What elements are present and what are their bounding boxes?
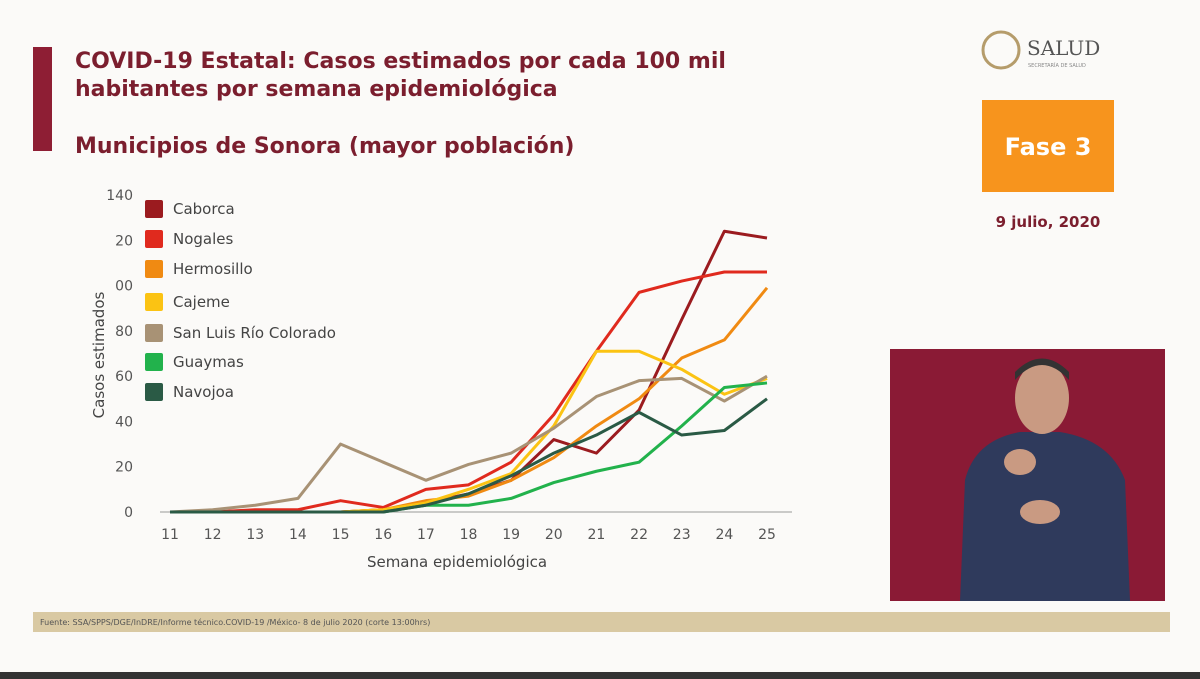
person-head [1015, 362, 1069, 434]
x-tick-label: 12 [204, 527, 222, 543]
accent-bar [33, 47, 52, 151]
x-tick-label: 18 [460, 527, 478, 543]
footer-bar [33, 612, 1170, 632]
x-tick-label: 24 [715, 527, 733, 543]
footer-source: Fuente: SSA/SPPS/DGE/InDRE/Informe técni… [40, 617, 430, 627]
person-hand [1020, 500, 1060, 524]
legend-label: Hermosillo [173, 260, 253, 278]
legend-swatch [145, 293, 163, 311]
series-line [170, 270, 767, 514]
title-line: COVID-19 Estatal: Casos estimados por ca… [75, 49, 726, 74]
legend-swatch [145, 353, 163, 371]
legend-swatch [145, 383, 163, 401]
legend-swatch [145, 200, 163, 218]
series-line [169, 374, 768, 514]
chart-title: Municipios de Sonora (mayor población) [75, 134, 574, 159]
legend-label: Guaymas [173, 353, 244, 371]
x-tick-label: 17 [417, 527, 435, 543]
x-tick-label: 25 [758, 527, 776, 543]
logo: SALUD [1027, 36, 1100, 60]
legend-swatch [145, 260, 163, 278]
legend-label: Navojoa [173, 383, 234, 401]
y-tick-label: 20 [115, 233, 133, 249]
x-tick-label: 23 [673, 527, 691, 543]
legend-swatch [145, 324, 163, 342]
date: 9 julio, 2020 [996, 213, 1101, 231]
legend-label: Nogales [173, 230, 234, 248]
legend-label: San Luis Río Colorado [173, 324, 336, 342]
y-tick-label: 0 [124, 505, 133, 521]
y-tick-label: 60 [115, 369, 133, 385]
series-line [170, 397, 768, 514]
phase-badge [982, 100, 1114, 192]
y-tick-label: 140 [106, 188, 133, 204]
title-line: habitantes por semana epidemiológica [75, 77, 558, 102]
x-tick-label: 15 [332, 527, 350, 543]
x-tick-label: 22 [630, 527, 648, 543]
legend-label: Caborca [173, 200, 235, 218]
x-tick-label: 13 [246, 527, 264, 543]
x-tick-label: 14 [289, 527, 307, 543]
y-tick-label: 80 [115, 324, 133, 340]
y-tick-label: 00 [115, 279, 133, 295]
legend-swatch [145, 230, 163, 248]
x-tick-label: 20 [545, 527, 563, 543]
y-axis-label: Casos estimados [90, 291, 108, 418]
y-tick-label: 40 [115, 414, 133, 430]
phase-text: Fase 3 [1005, 133, 1092, 161]
x-tick-label: 11 [161, 527, 179, 543]
bottom-edge [0, 672, 1200, 679]
x-tick-label: 16 [374, 527, 392, 543]
x-tick-label: 21 [588, 527, 606, 543]
x-axis-label: Semana epidemiológica [367, 553, 547, 571]
x-tick-label: 19 [502, 527, 520, 543]
person-hair [1015, 358, 1069, 380]
legend-label: Cajeme [173, 293, 230, 311]
logo-subtitle: SECRETARÍA DE SALUD [1028, 62, 1086, 69]
interpreter-video [890, 349, 1165, 601]
y-tick-label: 20 [115, 460, 133, 476]
person-hand [1004, 449, 1036, 475]
logo-emblem [981, 30, 1021, 70]
